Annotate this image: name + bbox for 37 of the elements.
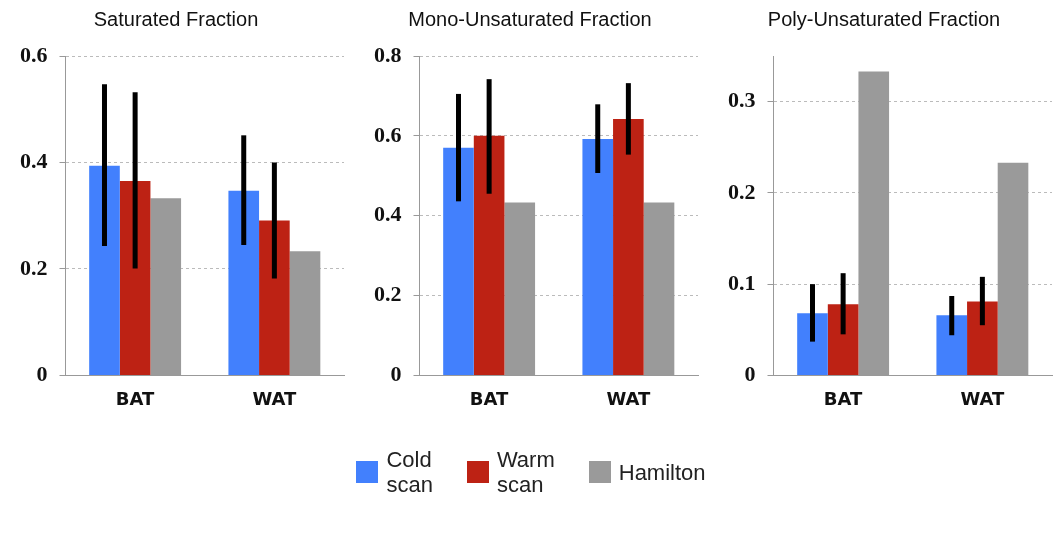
y-tick-label: 0.2 bbox=[20, 254, 48, 280]
y-tick-label: 0.8 bbox=[374, 41, 402, 67]
x-tick-label: WAT bbox=[252, 387, 298, 409]
bar bbox=[473, 135, 505, 375]
bar bbox=[228, 190, 260, 375]
legend-label: Warm scan bbox=[496, 447, 555, 498]
chart-title: Mono-Unsaturated Fraction bbox=[408, 7, 652, 30]
bar bbox=[613, 119, 644, 375]
chart-title: Saturated Fraction bbox=[93, 7, 259, 30]
y-tick-label: 0.4 bbox=[20, 148, 48, 174]
bar bbox=[827, 304, 859, 375]
bar bbox=[119, 181, 151, 375]
legend-label: Hamilton bbox=[618, 459, 706, 485]
x-tick-label: WAT bbox=[606, 387, 652, 409]
bar bbox=[936, 315, 968, 375]
y-tick-label: 0 bbox=[36, 361, 48, 387]
bar bbox=[259, 220, 290, 375]
y-tick-label: 0 bbox=[390, 361, 402, 387]
x-tick-label: BAT bbox=[469, 387, 510, 409]
y-tick-label: 0.6 bbox=[20, 41, 48, 67]
bar bbox=[797, 313, 828, 375]
y-tick-label: 0.6 bbox=[374, 121, 402, 147]
bar bbox=[582, 139, 614, 375]
chart-title: Poly-Unsaturated Fraction bbox=[767, 7, 1001, 30]
x-tick-label: BAT bbox=[115, 387, 156, 409]
y-tick-label: 0.3 bbox=[728, 87, 756, 113]
y-tick-label: 0.2 bbox=[374, 281, 402, 307]
bar bbox=[89, 165, 120, 375]
bar bbox=[967, 301, 998, 375]
y-tick-label: 0.2 bbox=[728, 178, 756, 204]
y-tick-label: 0 bbox=[744, 361, 756, 387]
x-tick-label: BAT bbox=[823, 387, 864, 409]
bar bbox=[443, 147, 474, 375]
legend-label: Cold scan bbox=[386, 447, 433, 498]
x-tick-label: WAT bbox=[960, 387, 1006, 409]
y-tick-label: 0.4 bbox=[374, 201, 402, 227]
y-tick-label: 0.1 bbox=[728, 269, 756, 295]
